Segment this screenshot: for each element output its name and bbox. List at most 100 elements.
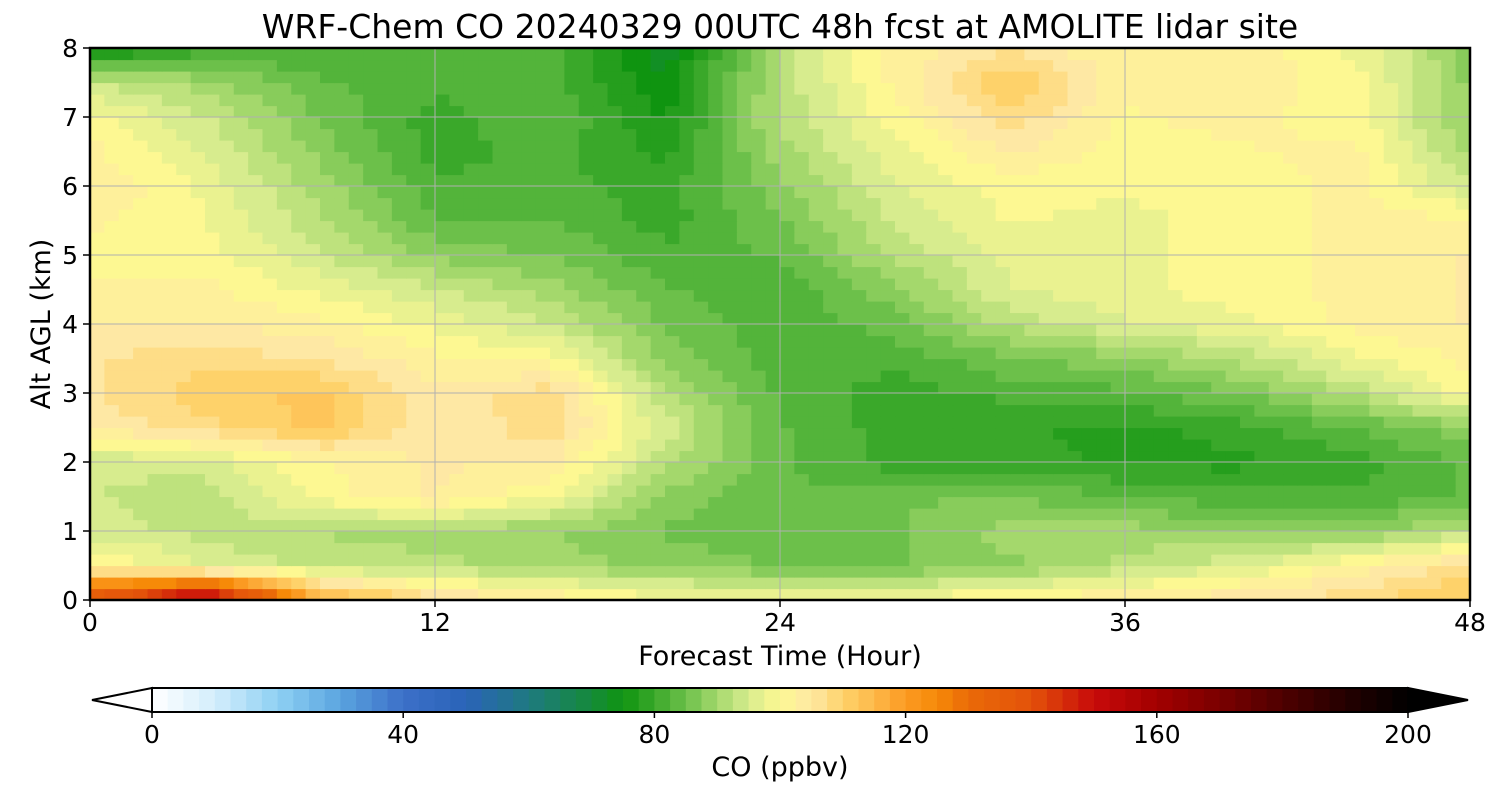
heatmap-cell	[1326, 174, 1342, 187]
heatmap-cell	[478, 48, 494, 61]
heatmap-cell	[391, 174, 407, 187]
heatmap-cell	[305, 48, 321, 61]
heatmap-cell	[593, 508, 609, 521]
heatmap-cell	[1268, 301, 1284, 314]
heatmap-cell	[1010, 370, 1025, 383]
heatmap-cell	[1326, 347, 1342, 360]
heatmap-cell	[952, 59, 968, 72]
heatmap-cell	[1441, 427, 1457, 440]
heatmap-cell	[909, 588, 925, 601]
colorbar-segment	[701, 688, 718, 712]
heatmap-cell	[880, 554, 896, 567]
heatmap-cell	[995, 59, 1011, 72]
heatmap-cell	[1125, 243, 1140, 256]
heatmap-cell	[118, 105, 134, 118]
heatmap-cell	[1326, 312, 1342, 325]
heatmap-cell	[1268, 140, 1284, 153]
heatmap-cell	[1398, 151, 1414, 164]
heatmap-cell	[722, 140, 738, 153]
heatmap-cell	[966, 255, 982, 268]
heatmap-cell	[1096, 473, 1112, 486]
heatmap-cell	[866, 473, 882, 486]
heatmap-cell	[377, 577, 393, 590]
heatmap-cell	[938, 48, 954, 61]
heatmap-cell	[665, 197, 680, 210]
heatmap-cell	[564, 358, 580, 371]
heatmap-cell	[1139, 197, 1155, 210]
heatmap-cell	[837, 577, 853, 590]
heatmap-cell	[1383, 370, 1399, 383]
heatmap-cell	[938, 381, 954, 394]
heatmap-cell	[1412, 232, 1428, 245]
heatmap-cell	[1038, 232, 1054, 245]
heatmap-cell	[1153, 358, 1169, 371]
heatmap-cell	[966, 427, 982, 440]
heatmap-cell	[1426, 370, 1442, 383]
heatmap-cell	[1024, 209, 1040, 222]
heatmap-cell	[938, 496, 954, 509]
heatmap-cell	[593, 220, 609, 233]
heatmap-cell	[190, 278, 206, 291]
heatmap-cell	[506, 220, 522, 233]
heatmap-cell	[1383, 427, 1399, 440]
heatmap-cell	[1125, 565, 1140, 578]
heatmap-cell	[147, 163, 163, 176]
heatmap-cell	[219, 565, 235, 578]
heatmap-cell	[291, 416, 307, 429]
heatmap-cell	[751, 243, 767, 256]
heatmap-cell	[233, 439, 249, 452]
heatmap-cell	[808, 335, 824, 348]
heatmap-cell	[1024, 59, 1040, 72]
heatmap-cell	[1067, 324, 1083, 337]
heatmap-cell	[593, 117, 609, 130]
heatmap-cell	[377, 197, 393, 210]
heatmap-cell	[995, 485, 1011, 498]
heatmap-cell	[1067, 358, 1083, 371]
heatmap-cell	[1412, 577, 1428, 590]
heatmap-cell	[1326, 404, 1342, 417]
heatmap-cell	[90, 48, 105, 61]
heatmap-cell	[435, 117, 450, 130]
heatmap-cell	[650, 128, 666, 141]
heatmap-cell	[190, 439, 206, 452]
heatmap-cell	[219, 496, 235, 509]
heatmap-cell	[506, 496, 522, 509]
heatmap-cell	[736, 163, 752, 176]
heatmap-cell	[1383, 588, 1399, 601]
heatmap-cell	[535, 220, 551, 233]
heatmap-cell	[1096, 450, 1112, 463]
heatmap-cell	[1196, 404, 1212, 417]
heatmap-cell	[1067, 427, 1083, 440]
heatmap-cell	[1125, 289, 1140, 302]
heatmap-cell	[320, 220, 335, 233]
heatmap-cell	[1297, 128, 1313, 141]
heatmap-cell	[1383, 312, 1399, 325]
heatmap-cell	[506, 197, 522, 210]
heatmap-cell	[1441, 324, 1457, 337]
heatmap-cell	[1240, 485, 1255, 498]
heatmap-cell	[363, 266, 379, 279]
heatmap-cell	[348, 232, 364, 245]
heatmap-cell	[90, 197, 105, 210]
heatmap-cell	[578, 485, 594, 498]
heatmap-cell	[1412, 197, 1428, 210]
heatmap-cell	[334, 335, 350, 348]
heatmap-cell	[1369, 266, 1385, 279]
heatmap-cell	[1412, 404, 1428, 417]
heatmap-cell	[1096, 197, 1112, 210]
heatmap-cell	[449, 554, 465, 567]
heatmap-cell	[851, 278, 867, 291]
heatmap-cell	[1024, 71, 1040, 84]
heatmap-cell	[952, 117, 968, 130]
heatmap-cell	[1182, 232, 1198, 245]
heatmap-cell	[492, 312, 508, 325]
heatmap-cell	[1426, 255, 1442, 268]
heatmap-cell	[1369, 82, 1385, 95]
heatmap-cell	[320, 278, 335, 291]
heatmap-cell	[90, 404, 105, 417]
heatmap-cell	[765, 220, 781, 233]
heatmap-cell	[923, 163, 939, 176]
heatmap-cell	[550, 393, 565, 406]
heatmap-cell	[248, 48, 264, 61]
heatmap-cell	[708, 462, 724, 475]
